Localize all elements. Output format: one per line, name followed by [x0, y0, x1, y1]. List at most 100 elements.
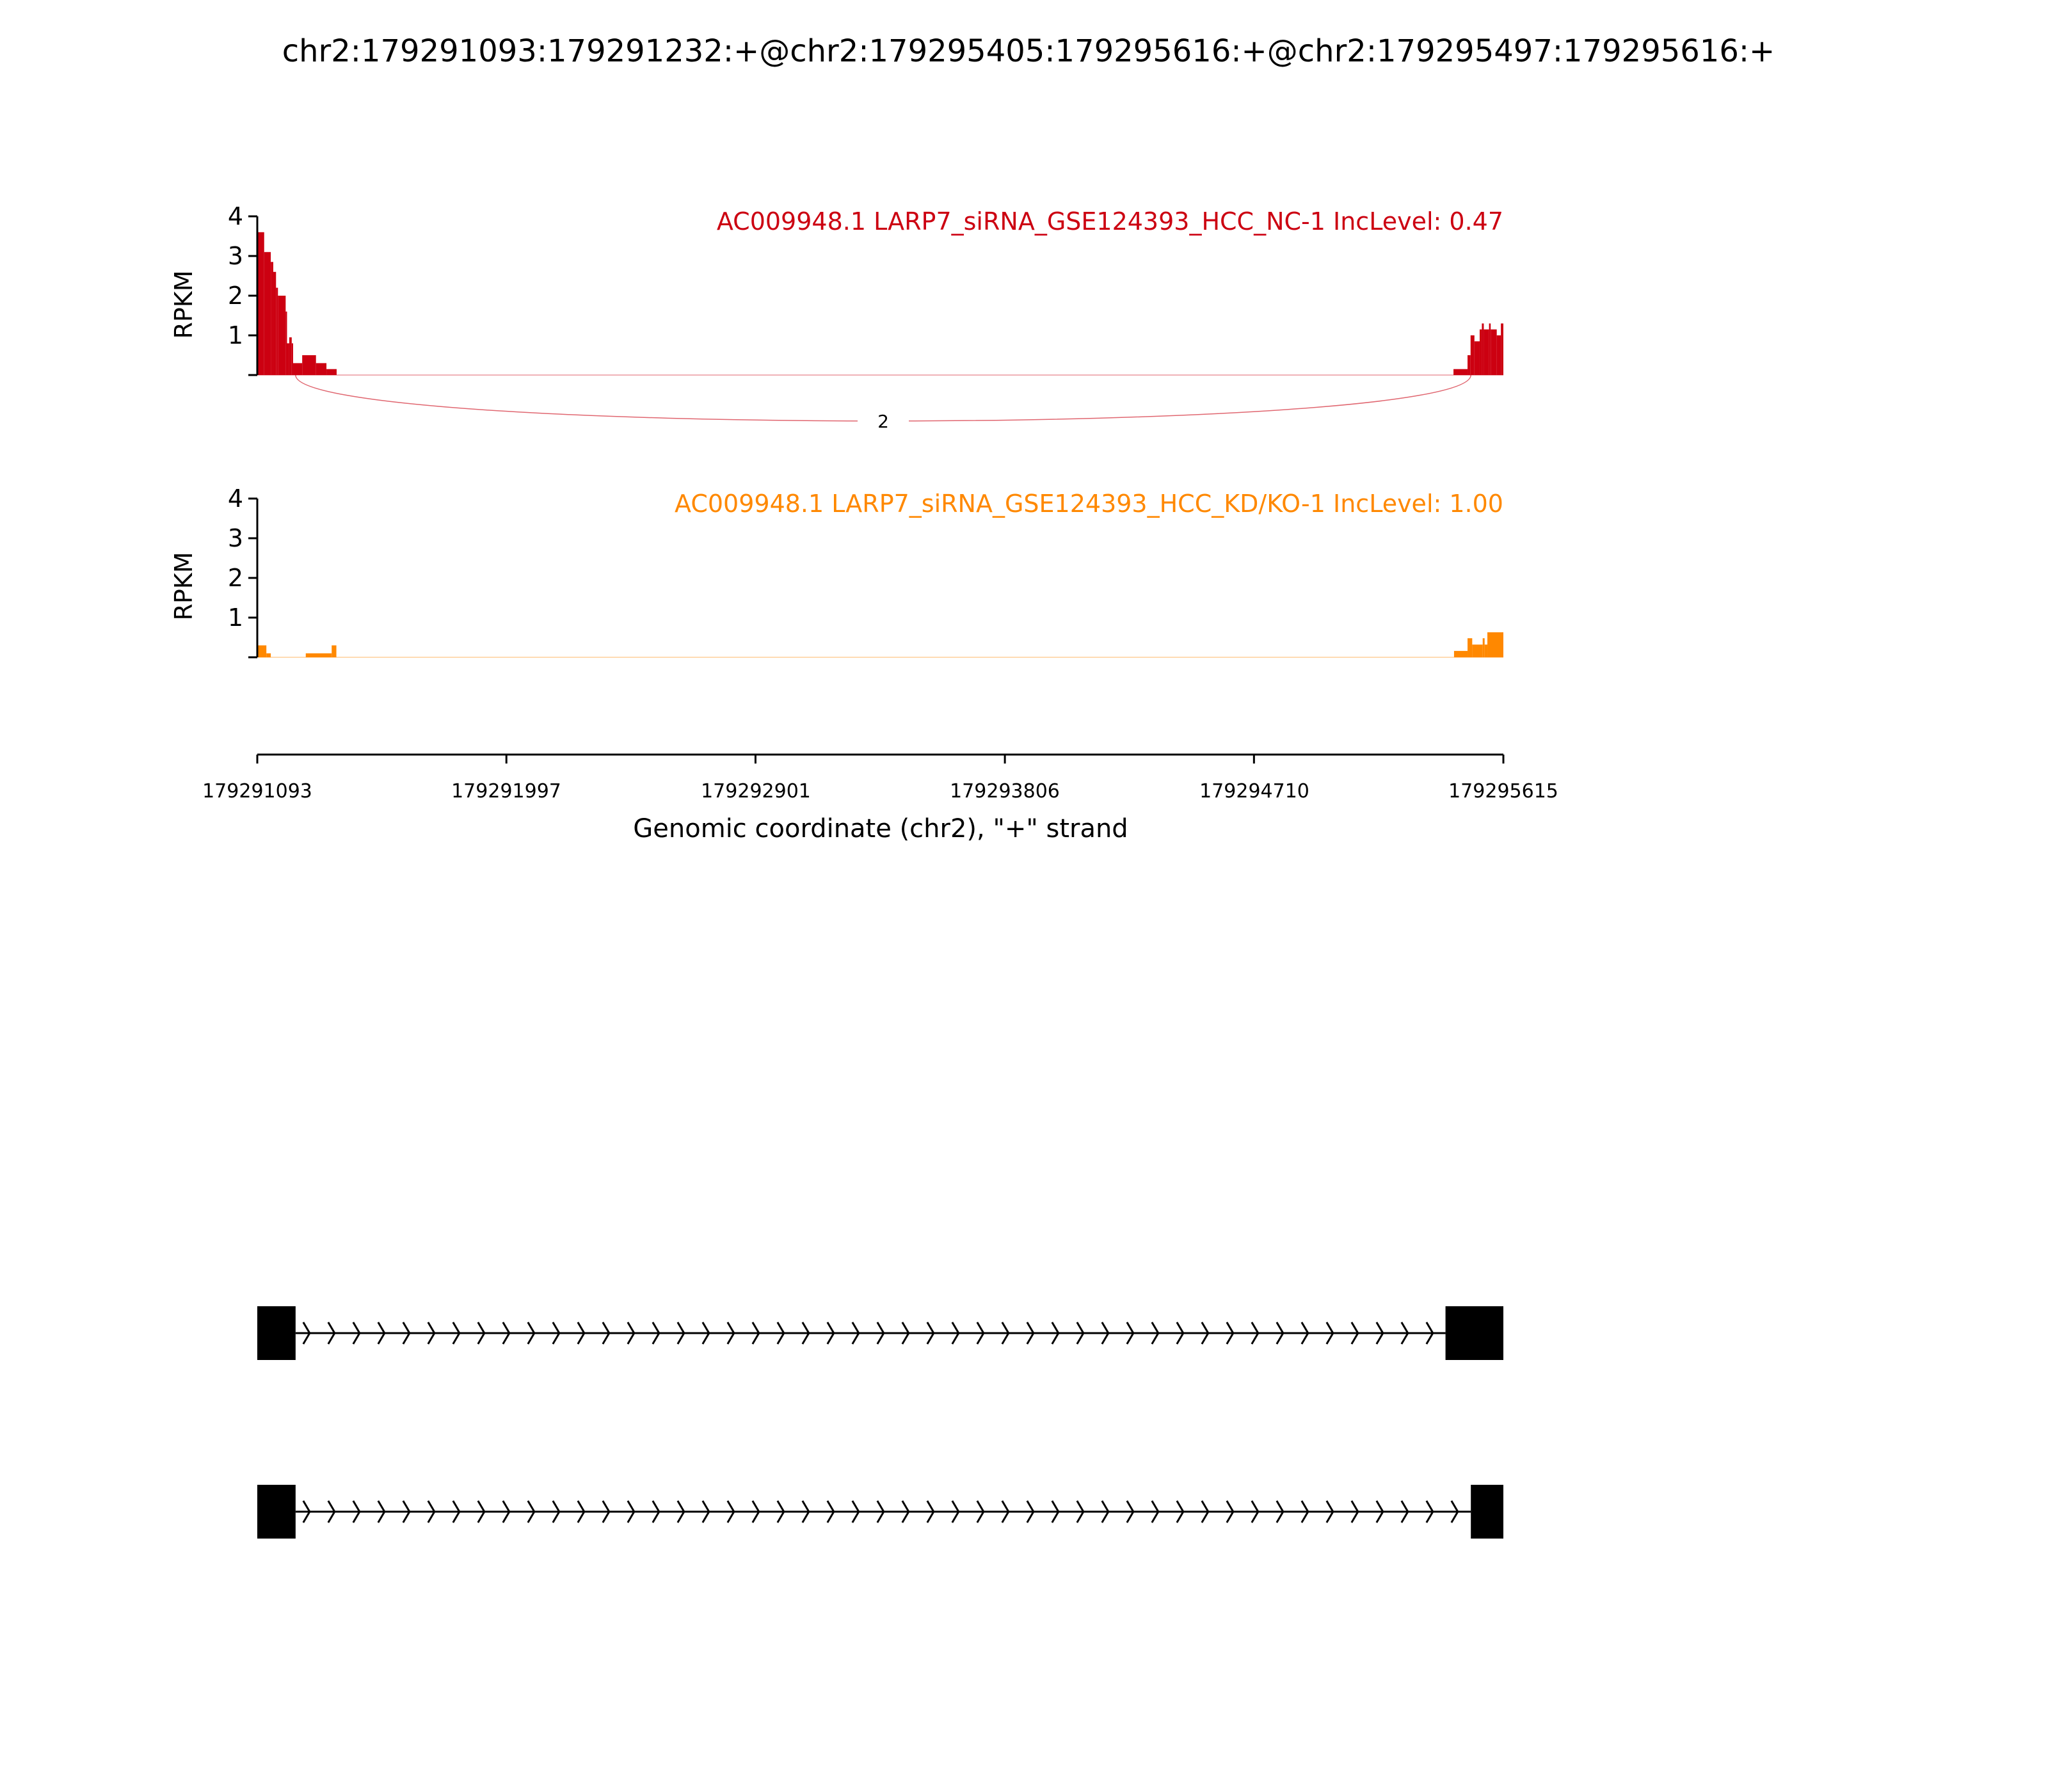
strand-chevron-icon: [377, 1322, 386, 1345]
strand-chevron-icon: [602, 1322, 611, 1345]
strand-chevron-icon: [751, 1322, 760, 1345]
strand-chevron-icon: [1176, 1322, 1185, 1345]
strand-chevron-icon: [1051, 1500, 1060, 1523]
strand-chevron-icon: [726, 1322, 735, 1345]
strand-chevron-icon: [1051, 1322, 1060, 1345]
strand-chevron-icon: [1425, 1500, 1434, 1523]
strand-chevron-icon: [302, 1322, 311, 1345]
coverage-bar: [1491, 329, 1497, 375]
strand-chevron-icon: [1251, 1500, 1260, 1523]
strand-chevron-icon: [976, 1322, 985, 1345]
strand-chevron-icon: [726, 1500, 735, 1523]
coverage-bar: [278, 296, 286, 375]
coverage-bar: [292, 363, 303, 375]
strand-chevron-icon: [1201, 1500, 1210, 1523]
coverage-bar: [257, 232, 264, 375]
strand-chevron-icon: [452, 1500, 461, 1523]
coverage-bar: [1470, 335, 1475, 375]
strand-chevron-icon: [552, 1322, 561, 1345]
strand-chevron-icon: [1201, 1322, 1210, 1345]
coverage-bar: [1482, 323, 1484, 375]
strand-chevron-icon: [627, 1500, 636, 1523]
strand-chevron-icon: [676, 1322, 685, 1345]
y-tick-label: 2: [228, 282, 243, 310]
strand-chevron-icon: [652, 1500, 660, 1523]
coverage-bar: [1479, 329, 1482, 375]
y-axis-label: RPKM: [170, 552, 198, 620]
strand-chevron-icon: [577, 1322, 586, 1345]
y-tick-label: 4: [228, 484, 243, 513]
strand-chevron-icon: [602, 1500, 611, 1523]
x-axis-label: Genomic coordinate (chr2), "+" strand: [633, 814, 1128, 844]
exon-block: [257, 1306, 296, 1360]
strand-chevron-icon: [1226, 1322, 1235, 1345]
junction-count-label: 2: [877, 411, 889, 432]
coverage-bar: [302, 355, 316, 375]
strand-chevron-icon: [901, 1322, 910, 1345]
x-tick-label: 179293806: [950, 780, 1060, 803]
strand-chevron-icon: [427, 1322, 436, 1345]
strand-chevron-icon: [1151, 1322, 1160, 1345]
strand-chevron-icon: [577, 1500, 586, 1523]
exon-block: [1471, 1485, 1503, 1539]
gene-models: [257, 1306, 1503, 1539]
coverage-bar: [305, 653, 332, 657]
strand-chevron-icon: [901, 1500, 910, 1523]
strand-chevron-icon: [1076, 1322, 1085, 1345]
coverage-bar: [326, 369, 337, 375]
strand-chevron-icon: [1325, 1322, 1334, 1345]
strand-chevron-icon: [926, 1322, 935, 1345]
panel-kdko: AC009948.1 LARP7_siRNA_GSE124393_HCC_KD/…: [170, 484, 1503, 659]
strand-chevron-icon: [1276, 1322, 1284, 1345]
x-tick-label: 179295615: [1448, 780, 1558, 803]
exon-block: [1445, 1306, 1503, 1360]
strand-chevron-icon: [776, 1500, 785, 1523]
strand-chevron-icon: [1350, 1500, 1359, 1523]
x-axis: 179291093 179291997 179292901 179293806 …: [202, 753, 1558, 844]
strand-chevron-icon: [701, 1322, 710, 1345]
coverage-bar: [1468, 638, 1473, 657]
y-tick-label: 3: [228, 524, 243, 552]
strand-chevron-icon: [1400, 1500, 1409, 1523]
strand-chevron-icon: [801, 1322, 810, 1345]
strand-chevron-icon: [402, 1500, 411, 1523]
strand-chevron-icon: [1026, 1500, 1035, 1523]
coverage-bar: [1453, 369, 1468, 375]
x-tick-label: 179292901: [701, 780, 811, 803]
coverage-bar: [1484, 644, 1488, 657]
y-tick-label: 2: [228, 564, 243, 592]
strand-chevron-icon: [527, 1500, 536, 1523]
strand-chevron-icon: [1001, 1322, 1010, 1345]
strand-chevron-icon: [976, 1500, 985, 1523]
strand-chevron-icon: [1001, 1500, 1010, 1523]
strand-chevron-icon: [627, 1322, 636, 1345]
coverage-bar: [1489, 323, 1491, 375]
strand-chevron-icon: [452, 1322, 461, 1345]
chart-title: chr2:179291093:179291232:+@chr2:17929540…: [282, 33, 1775, 69]
strand-chevron-icon: [477, 1500, 486, 1523]
strand-chevron-icon: [1126, 1500, 1135, 1523]
strand-chevron-icon: [676, 1500, 685, 1523]
coverage-bar: [271, 262, 273, 375]
strand-chevron-icon: [652, 1322, 660, 1345]
strand-chevron-icon: [1176, 1500, 1185, 1523]
y-tick-label: 1: [228, 321, 243, 349]
strand-chevron-icon: [776, 1322, 785, 1345]
strand-chevron-icon: [1375, 1322, 1384, 1345]
coverage-bar: [1501, 323, 1503, 375]
strand-chevron-icon: [1126, 1322, 1135, 1345]
strand-chevron-icon: [327, 1322, 336, 1345]
panel-nc: AC009948.1 LARP7_siRNA_GSE124393_HCC_NC-…: [170, 202, 1503, 433]
strand-chevron-icon: [302, 1500, 311, 1523]
panel-label: AC009948.1 LARP7_siRNA_GSE124393_HCC_NC-…: [717, 207, 1503, 236]
strand-chevron-icon: [701, 1500, 710, 1523]
coverage-bar: [316, 363, 327, 375]
panel-label: AC009948.1 LARP7_siRNA_GSE124393_HCC_KD/…: [675, 490, 1503, 518]
strand-chevron-icon: [1101, 1322, 1110, 1345]
coverage-bar: [1487, 632, 1503, 657]
coverage-bar: [291, 343, 293, 375]
strand-chevron-icon: [951, 1500, 960, 1523]
strand-chevron-icon: [751, 1500, 760, 1523]
strand-chevron-icon: [352, 1500, 361, 1523]
coverage-bar: [1474, 341, 1480, 375]
